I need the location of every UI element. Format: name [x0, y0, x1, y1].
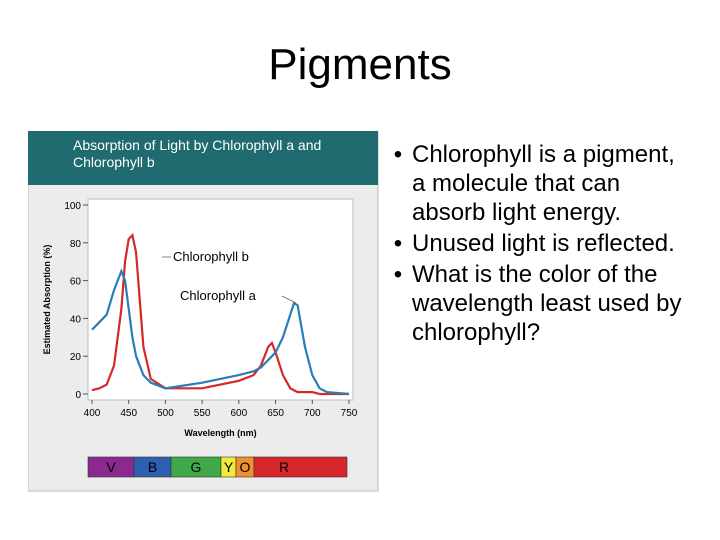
chart-header	[28, 131, 378, 185]
bullet: What is the color of the wavelength leas…	[384, 260, 684, 347]
x-tick-label: 650	[267, 408, 284, 419]
x-tick-label: 700	[304, 408, 321, 419]
slide-title: Pigments	[268, 40, 452, 89]
y-tick-label: 100	[64, 201, 81, 212]
spectrum-label: Y	[224, 459, 234, 475]
spectrum-label: R	[279, 459, 289, 475]
bullet: Unused light is reflected.	[384, 229, 684, 258]
chart: Absorption of Light by Chlorophyll a and…	[28, 131, 379, 492]
series-label: Chlorophyll b	[173, 249, 249, 264]
bullet-list: Chlorophyll is a pigment, a molecule tha…	[384, 140, 684, 349]
label-leader	[281, 295, 297, 304]
y-tick-label: 60	[70, 277, 82, 288]
y-tick-label: 80	[70, 239, 82, 250]
y-tick-label: 20	[70, 352, 82, 363]
spectrum-label: V	[106, 459, 116, 475]
bullet: Chlorophyll is a pigment, a molecule tha…	[384, 140, 684, 227]
x-tick-label: 750	[341, 408, 358, 419]
spectrum-band	[253, 456, 348, 478]
spectrum-label: G	[191, 459, 202, 475]
series-label: Chlorophyll a	[180, 288, 257, 303]
y-tick-label: 40	[70, 314, 82, 325]
chart-title: Absorption of Light by Chlorophyll a and…	[73, 137, 322, 170]
x-axis-label: Wavelength (nm)	[184, 428, 256, 438]
spectrum-label: B	[148, 459, 157, 475]
x-tick-label: 400	[84, 408, 101, 419]
x-tick-label: 500	[157, 408, 174, 419]
x-tick-label: 450	[120, 408, 137, 419]
spectrum-label: O	[240, 459, 251, 475]
plot-area	[87, 198, 354, 401]
chart-title-box: Absorption of Light by Chlorophyll a and…	[73, 137, 322, 170]
y-tick-label: 0	[75, 390, 81, 401]
series-line	[91, 268, 350, 396]
x-tick-label: 600	[231, 408, 248, 419]
y-axis-label: Estimated Absorption (%)	[42, 245, 52, 355]
x-tick-label: 550	[194, 408, 211, 419]
